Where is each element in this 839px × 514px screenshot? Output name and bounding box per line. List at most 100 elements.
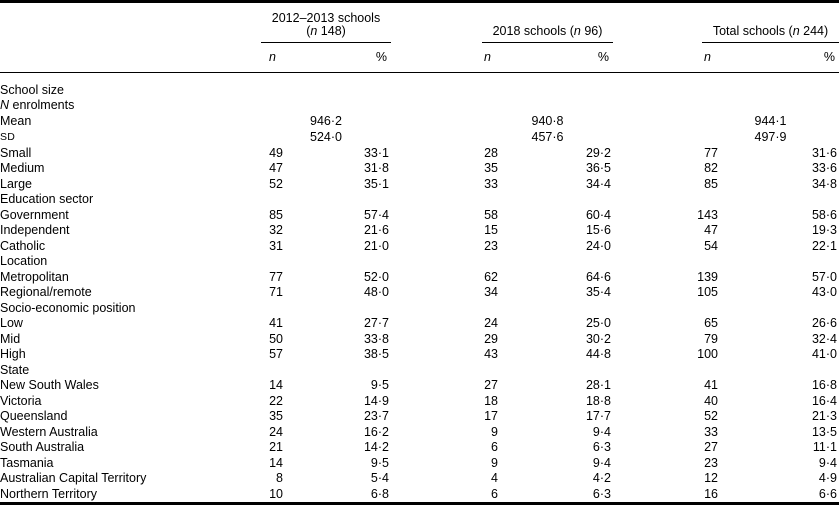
empty-cell [720, 301, 839, 317]
cell-percent: 14·9 [363, 393, 389, 408]
row-label: Mid [0, 331, 21, 346]
cell-percent: 21·0 [363, 238, 389, 253]
cell-n: 23 [704, 455, 718, 470]
table-row: Metropolitan 77 52·0 62 64·6 139 57·0 [0, 270, 839, 286]
empty-cell [613, 363, 720, 379]
table-row: State [0, 363, 839, 379]
table-row: Northern Territory 10 6·8 6 6·3 16 6·6 [0, 487, 839, 504]
table-row: Queensland 35 23·7 17 17·7 52 21·3 [0, 409, 839, 425]
cell-n: 52 [269, 176, 283, 191]
cell-percent: 33·1 [363, 145, 389, 160]
row-label: Catholic [0, 238, 46, 253]
table-row: South Australia 21 14·2 6 6·3 27 11·1 [0, 440, 839, 456]
cell-percent: 34·8 [811, 176, 837, 191]
sub-header-row: n% n% n% [0, 42, 839, 73]
percent-column-header: % [500, 42, 613, 73]
stat-cell: 940·8 [391, 114, 613, 130]
section-label: School size [0, 82, 64, 97]
empty-cell [613, 98, 720, 114]
table-row: High 57 38·5 43 44·8 100 41·0 [0, 347, 839, 363]
cell-percent: 21·3 [811, 409, 837, 423]
cell-n: 71 [269, 285, 283, 299]
percent-column-header: % [720, 42, 839, 73]
cell-n: 100 [697, 347, 718, 361]
cell-percent: 25·0 [585, 316, 611, 330]
table-row: Education sector [0, 192, 839, 208]
table-row: Large 52 35·1 33 34·4 85 34·8 [0, 177, 839, 193]
cell-n: 41 [704, 378, 718, 392]
empty-cell [720, 98, 839, 114]
empty-cell [391, 192, 500, 208]
row-label: Australian Capital Territory [0, 471, 147, 485]
cell-percent: 36·5 [585, 161, 611, 175]
cell-n: 35 [484, 161, 498, 175]
stat-value: 457·6 [531, 130, 564, 144]
empty-cell [500, 98, 613, 114]
table-row: Government 85 57·4 58 60·4 143 58·6 [0, 208, 839, 224]
cell-percent: 64·6 [585, 269, 611, 284]
cell-percent: 57·4 [363, 207, 389, 222]
empty-cell [500, 254, 613, 270]
empty-cell [500, 301, 613, 317]
column-group-title: Total schools (n 244) [702, 24, 839, 43]
cell-n: 23 [484, 238, 498, 253]
cell-n: 49 [269, 145, 283, 160]
row-label: Western Australia [0, 424, 98, 439]
cell-n: 77 [704, 145, 718, 160]
stat-value: 940·8 [531, 113, 564, 128]
cell-percent: 16·4 [811, 393, 837, 408]
empty-cell [720, 192, 839, 208]
cell-percent: 9·4 [592, 455, 611, 470]
cell-percent: 60·4 [585, 207, 611, 222]
row-label: Tasmania [0, 455, 54, 470]
cell-n: 9 [491, 424, 498, 439]
empty-cell [391, 301, 500, 317]
cell-percent: 11·1 [812, 440, 837, 454]
cell-n: 22 [269, 393, 283, 408]
empty-cell [500, 73, 613, 99]
cell-n: 85 [704, 176, 718, 191]
cell-percent: 58·6 [811, 207, 837, 222]
table-row: Low 41 27·7 24 25·0 65 26·6 [0, 316, 839, 332]
row-label: Queensland [0, 409, 68, 423]
section-label: Location [0, 254, 48, 268]
empty-cell [240, 73, 285, 99]
empty-cell [285, 73, 391, 99]
row-label: High [0, 347, 26, 361]
cell-n: 139 [697, 269, 718, 284]
cell-percent: 35·4 [585, 285, 611, 299]
table-row: Catholic 31 21·0 23 24·0 54 22·1 [0, 239, 839, 255]
table-row: Tasmania 14 9·5 9 9·4 23 9·4 [0, 456, 839, 472]
section-label: Socio-economic position [0, 300, 136, 315]
sub-header-spacer [0, 42, 240, 73]
table-row: Western Australia 24 16·2 9 9·4 33 13·5 [0, 425, 839, 441]
cell-n: 34 [484, 285, 498, 299]
section-label: Education sector [0, 192, 94, 206]
cell-percent: 23·7 [363, 409, 389, 423]
row-label: Mean [0, 113, 32, 128]
empty-cell [720, 254, 839, 270]
cell-percent: 16·8 [811, 378, 837, 392]
cell-percent: 9·4 [592, 424, 611, 439]
cell-percent: 31·8 [363, 161, 389, 175]
section-label: N enrolments [0, 98, 240, 114]
cell-n: 47 [269, 161, 283, 175]
cell-percent: 4·2 [592, 471, 611, 485]
cell-percent: 6·6 [818, 486, 837, 501]
cell-percent: 16·2 [363, 424, 389, 439]
corner-cell [0, 2, 240, 43]
column-group-header: Total schools (n 244) [613, 2, 839, 43]
cell-percent: 43·0 [811, 285, 837, 299]
stat-cell: 457·6 [391, 129, 613, 146]
empty-cell [285, 363, 391, 379]
row-label-part: N [0, 98, 10, 112]
empty-cell [720, 73, 839, 99]
empty-cell [285, 301, 391, 317]
empty-cell [391, 363, 500, 379]
cell-percent: 22·1 [811, 238, 837, 253]
table-row: Victoria 22 14·9 18 18·8 40 16·4 [0, 394, 839, 410]
cell-percent: 48·0 [363, 285, 389, 299]
row-label: SD [0, 129, 240, 146]
cell-percent: 57·0 [811, 269, 837, 284]
